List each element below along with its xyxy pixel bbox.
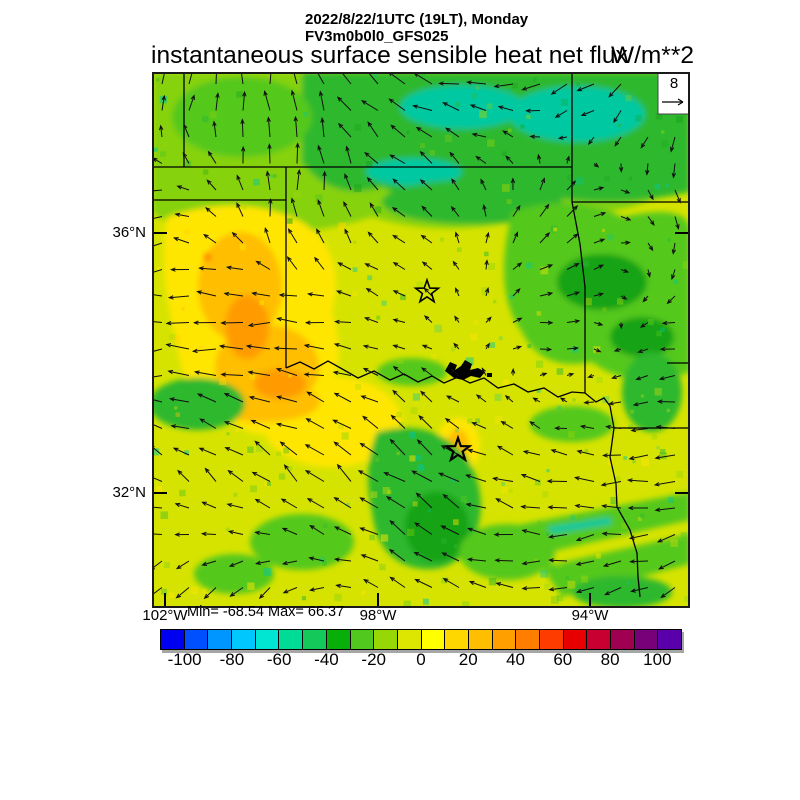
colorbar-segment bbox=[255, 630, 280, 649]
colorbar-tick-label: -100 bbox=[167, 650, 202, 669]
colorbar-segment bbox=[161, 630, 185, 649]
colorbar-tick-labels: -100 -80 -60 -40 -20 0 20 40 60 80 100 bbox=[161, 650, 681, 672]
colorbar-tick-label: -80 bbox=[219, 650, 245, 669]
colorbar-segment bbox=[350, 630, 375, 649]
state-borders bbox=[152, 72, 690, 598]
colorbar-tick-label: 0 bbox=[416, 650, 426, 669]
star-marker bbox=[443, 434, 473, 463]
colorbar-tick-label: 100 bbox=[643, 650, 672, 669]
colorbar-segment bbox=[279, 630, 304, 649]
lake-shape bbox=[445, 360, 492, 380]
heatflux-map-svg: 8 bbox=[138, 62, 691, 609]
map-frame bbox=[152, 72, 690, 608]
colorbar-segment bbox=[397, 630, 422, 649]
colorbar-tick-label: 60 bbox=[553, 650, 573, 669]
colorbar-segment bbox=[468, 630, 493, 649]
lat-label-36n: 36°N bbox=[112, 224, 146, 241]
colorbar-segment bbox=[634, 630, 659, 649]
model-heading: FV3m0b0l0_GFS025 bbox=[305, 28, 449, 45]
reference-arrow-icon bbox=[662, 98, 684, 106]
colorbar-segment bbox=[540, 630, 564, 649]
map-plot: 8 bbox=[138, 62, 691, 609]
colorbar-segment bbox=[232, 630, 256, 649]
colorbar-segment bbox=[374, 630, 398, 649]
colorbar-segment bbox=[303, 630, 327, 649]
lat-label-32n: 32°N bbox=[112, 484, 146, 501]
colorbar-segment bbox=[611, 630, 635, 649]
map-axis-ticks bbox=[152, 232, 690, 608]
minmax-stats: Min= -68.54 Max= 66.37 bbox=[187, 604, 345, 620]
lon-label-98w: 98°W bbox=[359, 607, 397, 624]
colorbar-segment bbox=[516, 630, 540, 649]
colorbar-segment bbox=[326, 630, 351, 649]
lon-label-102w: 102°W bbox=[142, 607, 188, 624]
colorbar-tick-label: -40 bbox=[314, 650, 339, 669]
colorbar-segment bbox=[492, 630, 517, 649]
colorbar-tick-label: -60 bbox=[266, 650, 292, 669]
reference-arrow-box: 8 bbox=[657, 71, 691, 115]
colorbar-tick-label: 40 bbox=[506, 650, 525, 669]
colorbar-segment bbox=[587, 630, 612, 649]
reference-arrow-value: 8 bbox=[670, 75, 678, 92]
lon-label-94w: 94°W bbox=[571, 607, 609, 624]
colorbar-tick-label: -20 bbox=[361, 650, 387, 669]
plot-units-label: W/m**2 bbox=[610, 42, 694, 69]
colorbar bbox=[160, 629, 682, 650]
plot-title: instantaneous surface sensible heat net … bbox=[151, 42, 628, 69]
colorbar-segment bbox=[208, 630, 233, 649]
heatflux-contour-blobs bbox=[149, 72, 690, 608]
colorbar-segment bbox=[445, 630, 469, 649]
colorbar-tick-label: 80 bbox=[600, 650, 620, 669]
colorbar-segment bbox=[658, 630, 682, 649]
star-marker bbox=[413, 277, 441, 304]
colorbar-tick-label: 20 bbox=[458, 650, 478, 669]
colorbar-segment bbox=[563, 630, 588, 649]
datetime-heading: 2022/8/22/1UTC (19LT), Monday bbox=[305, 11, 529, 28]
colorbar-segment bbox=[184, 630, 209, 649]
colorbar-segment bbox=[421, 630, 446, 649]
wind-arrows-layer bbox=[138, 62, 681, 600]
